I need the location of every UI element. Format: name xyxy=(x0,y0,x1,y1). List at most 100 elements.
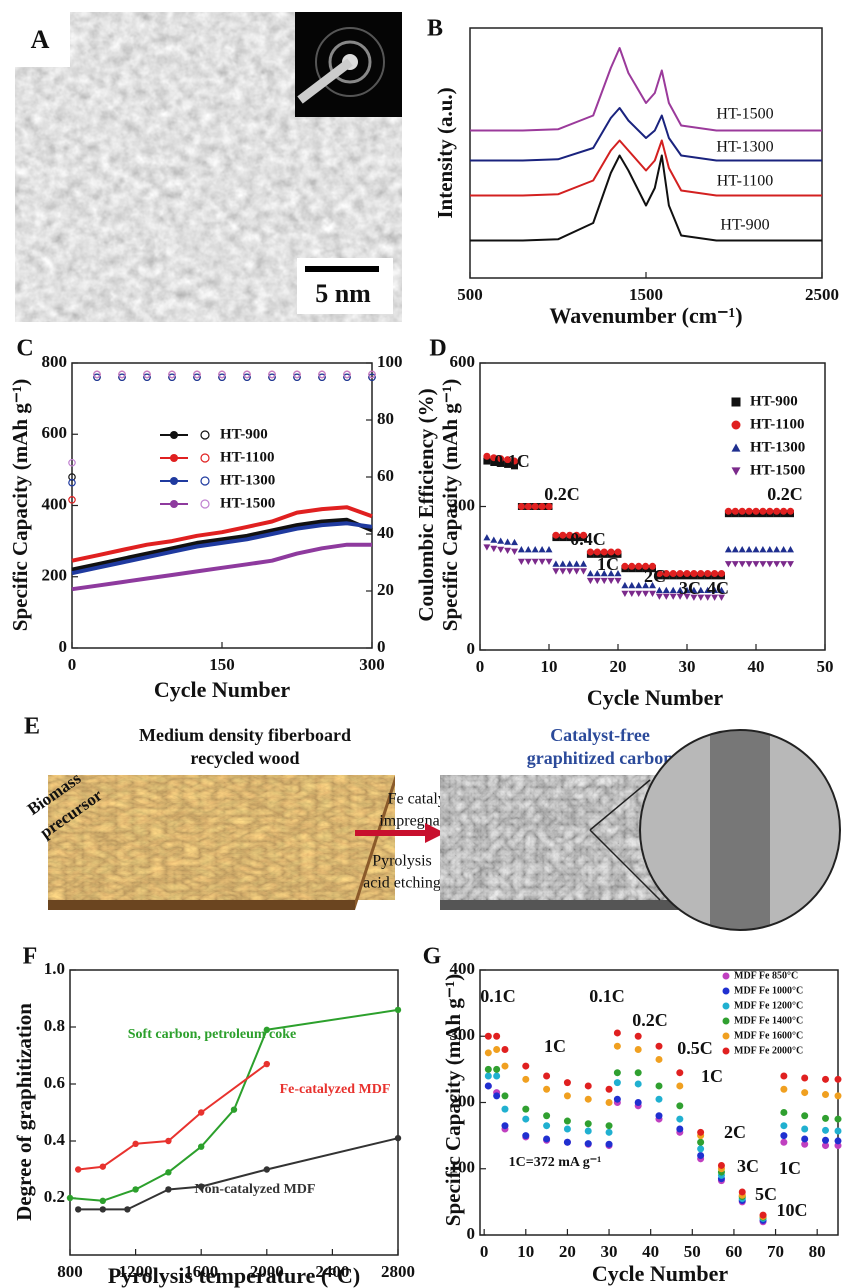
annotation: 0.1C xyxy=(494,451,530,471)
annotation: 10C xyxy=(777,1200,808,1220)
y-tick-label: 0.4 xyxy=(44,1130,66,1149)
data-marker xyxy=(835,1137,842,1144)
annotation: 0.2C xyxy=(767,484,803,504)
y-tick-label: 0 xyxy=(467,1224,476,1243)
data-marker xyxy=(835,1127,842,1134)
data-marker xyxy=(564,1139,571,1146)
data-marker xyxy=(697,1145,704,1152)
data-marker xyxy=(606,1099,613,1106)
legend-label: HT-1300 xyxy=(750,439,805,455)
data-marker xyxy=(559,568,566,574)
x-tick-label: 0 xyxy=(480,1242,489,1261)
data-marker xyxy=(585,1120,592,1127)
data-marker xyxy=(822,1076,829,1083)
data-marker xyxy=(585,1127,592,1134)
data-marker xyxy=(543,1086,550,1093)
annotation: 2C xyxy=(644,566,666,586)
data-marker xyxy=(822,1127,829,1134)
data-marker xyxy=(124,1206,130,1212)
data-marker xyxy=(780,1109,787,1116)
data-marker xyxy=(501,1063,508,1070)
panel-e: E Medium density fiberboard recycled woo… xyxy=(24,714,840,931)
data-marker xyxy=(773,561,780,567)
data-marker xyxy=(663,587,670,593)
annotation: 1C=372 mA g⁻¹ xyxy=(509,1155,602,1170)
data-marker xyxy=(614,1069,621,1076)
y-tick-label: 0.2 xyxy=(44,1187,65,1206)
data-marker xyxy=(801,1074,808,1081)
data-marker xyxy=(753,546,760,552)
right-title: Catalyst-free xyxy=(550,725,650,745)
annotation: 5C xyxy=(755,1184,777,1204)
data-marker xyxy=(606,1122,613,1129)
x-tick-label: 50 xyxy=(817,657,834,676)
data-marker xyxy=(497,537,504,543)
data-marker xyxy=(656,1112,663,1119)
data-marker xyxy=(690,570,697,577)
data-marker xyxy=(780,561,787,567)
x-tick-label: 20 xyxy=(610,657,627,676)
data-marker xyxy=(170,500,178,508)
data-marker xyxy=(635,1069,642,1076)
data-marker xyxy=(718,570,725,577)
data-marker xyxy=(656,1082,663,1089)
data-marker xyxy=(483,534,490,540)
data-marker xyxy=(746,561,753,567)
arrow-label: acid etching xyxy=(363,875,441,892)
data-marker xyxy=(739,561,746,567)
data-marker xyxy=(732,444,741,452)
y2-tick-label: 60 xyxy=(377,466,394,485)
panel-label: B xyxy=(427,16,443,42)
y2-tick-label: 40 xyxy=(377,523,394,542)
data-marker xyxy=(766,546,773,552)
data-marker xyxy=(511,549,518,555)
data-marker xyxy=(601,578,608,584)
x-tick-label: 40 xyxy=(748,657,765,676)
data-marker xyxy=(635,563,642,570)
legend-label: MDF Fe 1000°C xyxy=(734,985,803,996)
data-marker xyxy=(628,591,635,597)
annotation: 1C xyxy=(701,1066,723,1086)
y-axis-label: Degree of graphitization xyxy=(12,1003,36,1221)
data-marker xyxy=(656,1043,663,1050)
data-marker xyxy=(587,548,594,555)
data-marker xyxy=(501,1106,508,1113)
data-marker xyxy=(725,561,732,567)
data-marker xyxy=(628,563,635,570)
data-marker xyxy=(566,568,573,574)
x-tick-label: 50 xyxy=(684,1242,701,1261)
data-marker xyxy=(264,1166,270,1172)
legend-label: HT-1500 xyxy=(220,495,275,511)
data-marker xyxy=(780,546,787,552)
legend-label: HT-1300 xyxy=(220,472,275,488)
data-marker xyxy=(822,1115,829,1122)
data-marker xyxy=(723,988,730,995)
data-marker xyxy=(532,546,539,552)
series-line xyxy=(78,1064,267,1170)
x-tick-label: 0 xyxy=(476,657,485,676)
data-marker xyxy=(732,398,741,407)
data-marker xyxy=(780,1086,787,1093)
x-axis-label: Cycle Number xyxy=(154,677,290,702)
legend-label: HT-900 xyxy=(220,426,268,442)
series-label: Fe-catalyzed MDF xyxy=(280,1082,391,1097)
x-tick-label: 0 xyxy=(68,655,77,674)
data-marker xyxy=(606,1129,613,1136)
data-marker xyxy=(504,538,511,544)
data-marker xyxy=(801,1112,808,1119)
data-marker xyxy=(656,587,663,593)
y-tick-label: 0 xyxy=(59,637,68,656)
data-marker xyxy=(552,568,559,574)
x-tick-label: 300 xyxy=(359,655,385,674)
right-title: graphitized carbon xyxy=(527,748,674,768)
data-marker xyxy=(75,1166,81,1172)
data-marker xyxy=(552,532,559,539)
data-marker xyxy=(543,1122,550,1129)
data-marker xyxy=(621,582,628,588)
annotation: 3C xyxy=(737,1156,759,1176)
data-marker xyxy=(573,560,580,566)
x-tick-label: 10 xyxy=(541,657,558,676)
data-marker xyxy=(753,508,760,515)
data-marker xyxy=(670,594,677,600)
y-tick-label: 0 xyxy=(467,639,476,658)
